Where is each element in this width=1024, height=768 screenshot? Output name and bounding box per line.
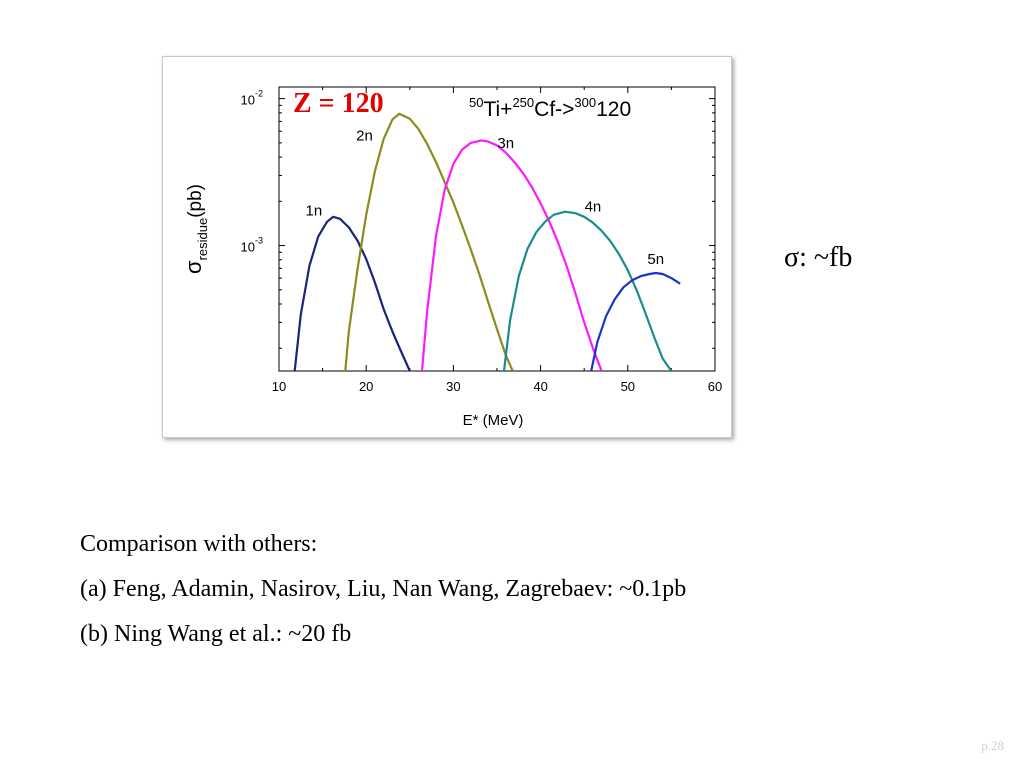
y-axis-label: σresidue(pb) [181, 184, 210, 274]
series-label-5n: 5n [647, 251, 664, 268]
x-tick-label: 30 [446, 379, 460, 394]
x-axis-label: E* (MeV) [463, 412, 524, 429]
cross-section-note: σ: ~fb [784, 242, 853, 273]
series-line-2n [344, 112, 514, 371]
x-tick-label: 50 [621, 379, 635, 394]
y-tick-label: 10 [241, 240, 255, 255]
series-line-1n [293, 215, 411, 371]
reaction-annotation: 50Ti+250Cf->300120 [469, 95, 631, 121]
x-tick-label: 10 [272, 379, 286, 394]
series-label-2n: 2n [356, 127, 373, 144]
series-label-4n: 4n [585, 199, 602, 216]
y-tick-exponent: -3 [255, 236, 263, 246]
series-label-3n: 3n [497, 135, 514, 152]
series-line-5n [590, 271, 681, 371]
comparison-text: Comparison with others: (a) Feng, Adamin… [80, 522, 686, 657]
x-tick-label: 40 [533, 379, 547, 394]
series-line-4n [502, 210, 673, 371]
comparison-item-b: (b) Ning Wang et al.: ~20 fb [80, 621, 352, 647]
y-tick-exponent: -2 [255, 89, 263, 99]
comparison-item-a: (a) Feng, Adamin, Nasirov, Liu, Nan Wang… [80, 576, 687, 602]
z-annotation: Z = 120 [293, 88, 384, 119]
chart-figure: 10 20 30 40 50 60 10 -3 10 -2 E* (MeV) σresidue(pb)… [162, 56, 732, 438]
series-label-1n: 1n [306, 203, 323, 220]
page-number: p.28 [981, 738, 1004, 753]
x-tick-label: 60 [708, 379, 722, 394]
comparison-heading: Comparison with others: [80, 531, 318, 557]
series-line-3n [420, 139, 603, 371]
x-tick-label: 20 [359, 379, 373, 394]
y-tick-label: 10 [241, 93, 255, 108]
